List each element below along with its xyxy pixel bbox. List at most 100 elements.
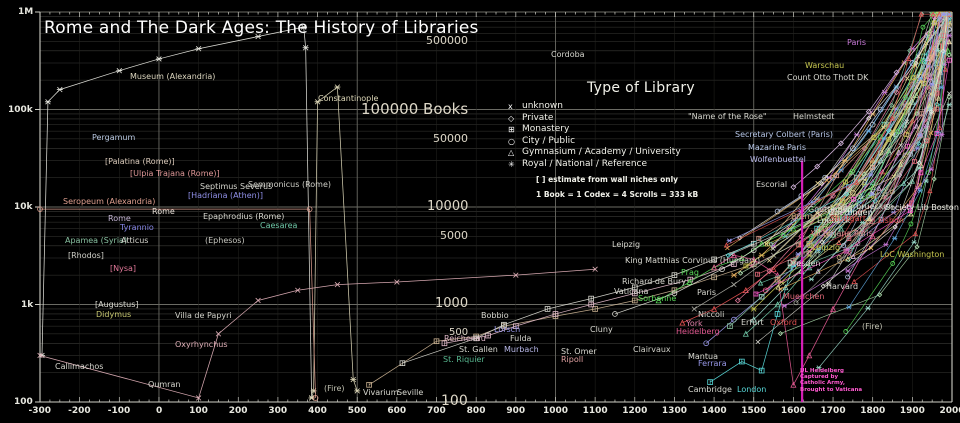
legend-entry-label: Royal / National / Reference [522, 158, 648, 169]
data-point-label: Society Lib Boston [885, 203, 959, 212]
data-point-label: Rome [108, 214, 131, 223]
data-point-label: Paris [847, 38, 867, 47]
annotation-fire-2: (Fire) [862, 322, 883, 331]
y-axis-tick-left: 10k [14, 202, 33, 212]
x-axis-tick: 300 [268, 406, 288, 416]
legend-entry: △ Gymnasium / Academy / University [496, 147, 786, 159]
x-axis-tick: 100 [189, 406, 208, 416]
x-axis-tick: 700 [427, 406, 446, 416]
data-point-label: Caesarea [260, 221, 298, 230]
y-axis-tick-left: 1M [18, 7, 34, 17]
data-point-label: Escorial [756, 180, 788, 189]
data-point-label: Lisbon [878, 216, 904, 225]
data-point-label: Fulda [510, 334, 532, 343]
data-point-label: Luebeck [817, 216, 851, 225]
data-point-label: Callimachos [55, 362, 104, 371]
data-point-label: Oxyrhynchus [175, 340, 228, 349]
annotation-line: Captured by [800, 374, 839, 381]
data-point-label: Saarbruecken [838, 202, 894, 211]
x-axis-tick: 800 [466, 406, 486, 416]
data-point-label: Constantinople [318, 94, 379, 103]
annotation-heidelberg: UL Heidelberg Captured by Catholic Army, Br… [800, 368, 862, 393]
x-axis-tick: 600 [387, 406, 407, 416]
y-axis-tick-inner: 1000 [435, 296, 469, 312]
data-point-label: LoC Washington [880, 250, 945, 259]
x-axis-tick: 500 [347, 406, 367, 416]
data-point-label: Erfurt [741, 318, 764, 327]
data-point-label: Wien [800, 250, 820, 259]
data-point-label: Villa de Papyri [175, 311, 232, 320]
x-axis-tick: -100 [107, 406, 131, 416]
data-point-label: Mantua [688, 352, 718, 361]
x-axis-tick: 2000 [939, 406, 960, 416]
y-axis-tick-inner: 10000 [427, 198, 469, 214]
data-point-label: Warschau [805, 61, 845, 70]
data-point-label: Oxford [770, 318, 797, 327]
data-point-label: [Augustus] [95, 300, 139, 309]
legend-entry: ◇ Private [496, 113, 786, 125]
data-point-label: Epaphrodius (Rome) [203, 212, 285, 221]
legend-entry: ✳ Royal / National / Reference [496, 159, 786, 171]
legend-marker-icon: ⊞ [508, 125, 515, 134]
data-point-label: Vaticana [614, 287, 649, 296]
data-point-label: (Ephesos) [205, 236, 245, 245]
y-axis-tick-inner: 100 [441, 392, 468, 409]
x-axis-tick: 1500 [741, 406, 767, 416]
y-axis-tick-left: 1k [21, 299, 34, 310]
legend-note-brackets: [ ] estimate from wall niches only [536, 175, 679, 184]
y-axis-tick-inner: 500000 [426, 34, 468, 48]
x-axis-tick: 1900 [899, 406, 925, 416]
data-point-label: Pergamum [92, 133, 136, 142]
data-point-label: Paris [697, 288, 717, 297]
x-axis-tick: 1400 [701, 406, 727, 416]
data-point-label: Clairvaux [633, 345, 671, 354]
data-point-label: Cordoba [551, 50, 585, 59]
y-axis-tick-inner: 100000 Books [361, 99, 469, 118]
data-point-label: "Name of the Rose" [688, 112, 767, 121]
x-axis-tick: 1700 [820, 406, 846, 416]
x-axis-tick: 1000 [542, 406, 569, 416]
data-point-label: Seville [397, 388, 424, 397]
data-point-label: Didymus [96, 310, 132, 319]
legend-marker-icon: x [508, 102, 513, 111]
data-point-label: Prag [681, 268, 699, 277]
data-point-label: Goettingen [828, 208, 873, 217]
data-point-label: Reichenau [444, 334, 486, 343]
data-point-label: [Rhodos] [68, 251, 104, 260]
x-axis-tick: 200 [228, 406, 248, 416]
annotation-line: Brought to Vaticana [800, 386, 863, 393]
data-point-label: Sorbonne [638, 294, 677, 303]
y-axis-tick-inner: 500 [449, 327, 469, 339]
data-point-label: Cluny [590, 325, 613, 334]
data-point-label: Leipzig [612, 240, 641, 249]
data-point-label: Secretary Colbert (Paris) [735, 130, 833, 139]
data-point-label: St. Omer [561, 347, 597, 356]
legend-marker-icon: ○ [508, 136, 515, 146]
legend-entry-label: unknown [522, 101, 563, 111]
x-axis-tick: 900 [506, 406, 526, 416]
legend-entry: x unknown [496, 101, 786, 113]
legend-entry-label: Private [522, 112, 554, 123]
data-point-label: Heidelberg [676, 327, 720, 336]
data-point-label: King Matthias Corvinus (Hungary) [625, 256, 761, 265]
y-axis-tick-inner: 5000 [440, 229, 468, 243]
data-point-label: Leipzig [812, 243, 841, 252]
legend-note-conversion: 1 Book = 1 Codex = 4 Scrolls = 333 kB [536, 190, 699, 199]
data-point-label: [Nysa] [110, 264, 137, 273]
annotation-line: UL Heidelberg [800, 368, 844, 374]
legend-entry: ⊞ Monastery [496, 124, 786, 136]
x-axis-tick: 0 [155, 406, 163, 416]
data-point-label: Wolfenbuettel [750, 155, 806, 164]
data-point-label: Rome [152, 207, 175, 216]
data-point-label: Muenchen [783, 292, 825, 301]
data-point-label: Victoriana Paris [811, 229, 873, 238]
data-point-label: Lorsch [494, 325, 521, 334]
data-point-label: Harvard [826, 282, 859, 291]
data-point-label: Apamea (Syria) [65, 236, 128, 245]
data-point-label: [Hadriana (Athen)] [188, 191, 263, 200]
data-point-label: Bremen [791, 212, 823, 221]
data-point-label: Tyrannio [120, 223, 154, 232]
x-axis-tick: 1600 [780, 406, 806, 416]
data-point-label: Goettingen [808, 205, 853, 214]
